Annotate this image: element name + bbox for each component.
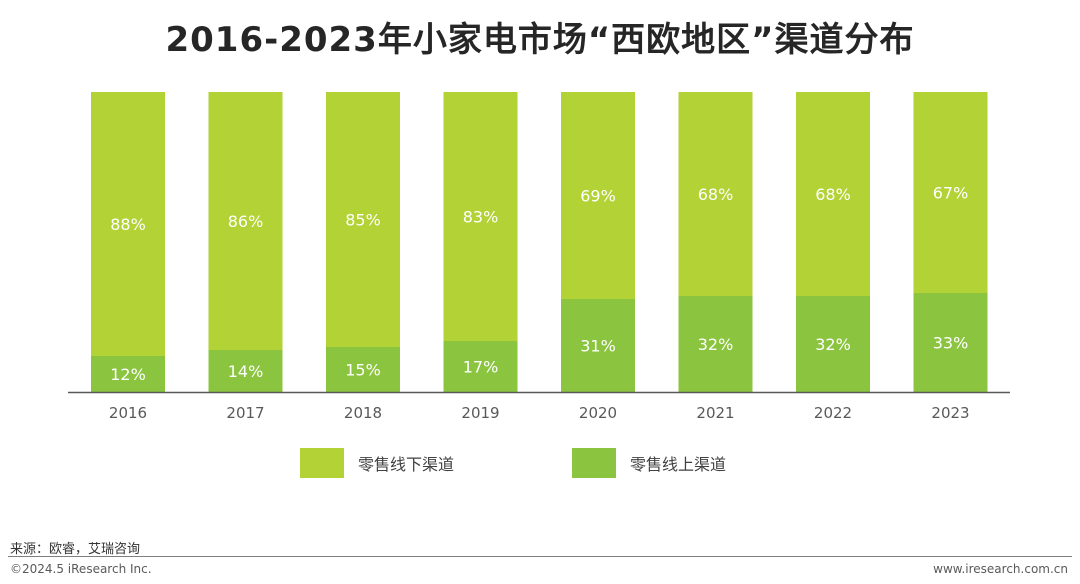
data-label-online-2018: 15% [345,361,381,380]
data-label-offline-2022: 68% [815,185,851,204]
bar-online-2021 [678,296,753,392]
stacked-bar-chart: 88% 12% 2016 86% 14% 2017 85% 15% 2018 83% 17% 2019… [68,92,1010,422]
data-label-online-2019: 17% [463,358,499,377]
data-label-online-2017: 14% [228,362,264,381]
bar-offline-2017 [208,92,283,350]
chart-title: 2016-2023年小家电市场“西欧地区”渠道分布 [165,20,915,60]
legend-item-online: 零售线上渠道 [572,448,726,478]
legend-item-offline: 零售线下渠道 [300,448,454,478]
bar-online-2017 [208,350,283,392]
data-label-online-2023: 33% [933,334,969,353]
x-tick-label-2020: 2020 [579,404,617,422]
x-tick-label-2023: 2023 [931,404,969,422]
bar-online-2022 [796,296,870,392]
legend-swatch-offline [300,448,344,478]
source-note: 来源：欧睿，艾瑞咨询 [10,542,141,557]
x-tick-label-2022: 2022 [814,404,852,422]
data-label-online-2020: 31% [580,337,616,356]
copyright-text: ©2024.5 iResearch Inc. [10,562,152,576]
data-label-offline-2018: 85% [345,211,381,230]
data-label-online-2016: 12% [110,365,146,384]
footer-divider [8,556,1072,557]
data-label-offline-2016: 88% [110,215,146,234]
bar-offline-2019 [443,92,518,341]
bar-offline-2016 [91,92,165,356]
x-tick-label-2017: 2017 [226,404,264,422]
bar-online-2019 [443,341,518,392]
bar-online-2023 [913,293,988,392]
data-label-online-2021: 32% [698,335,734,354]
data-label-offline-2020: 69% [580,187,616,206]
website-link[interactable]: www.iresearch.com.cn [933,562,1068,576]
bar-offline-2021 [678,92,753,296]
bar-offline-2020 [561,92,635,299]
bar-online-2020 [561,299,635,392]
legend-label-online: 零售线上渠道 [630,455,727,474]
bar-offline-2023 [913,92,988,293]
x-tick-label-2018: 2018 [344,404,382,422]
legend-swatch-online [572,448,616,478]
bar-offline-2018 [326,92,400,347]
bar-online-2018 [326,347,400,392]
data-label-offline-2021: 68% [698,185,734,204]
x-tick-label-2021: 2021 [696,404,734,422]
x-tick-label-2019: 2019 [461,404,499,422]
bar-offline-2022 [796,92,870,296]
data-label-offline-2019: 83% [463,208,499,227]
data-label-offline-2017: 86% [228,212,264,231]
bar-online-2016 [91,356,165,392]
legend-label-offline: 零售线下渠道 [358,455,455,474]
data-label-online-2022: 32% [815,335,851,354]
data-label-offline-2023: 67% [933,184,969,203]
x-tick-label-2016: 2016 [109,404,147,422]
